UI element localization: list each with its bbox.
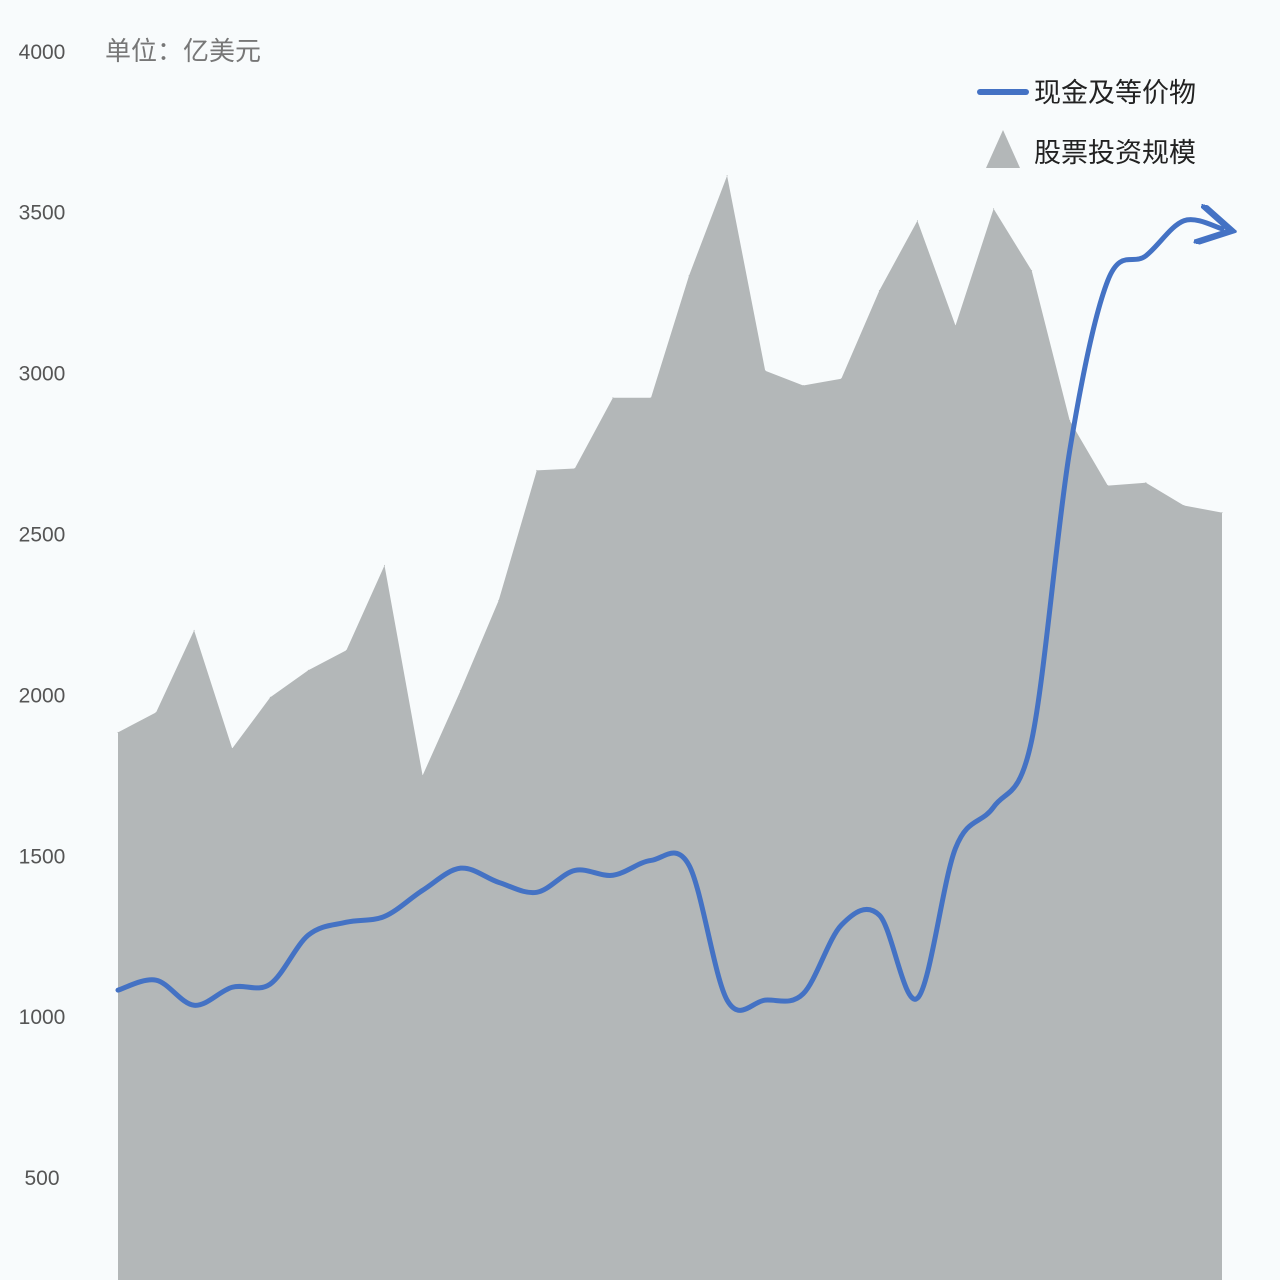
cash-point: [1145, 255, 1147, 257]
equity-point: [688, 275, 690, 277]
cash-point: [498, 881, 500, 883]
equity-point: [117, 731, 119, 733]
equity-point: [383, 564, 385, 566]
equity-area: [118, 175, 1222, 1280]
cash-point: [993, 806, 995, 808]
y-tick-label: 2000: [19, 684, 66, 707]
cash-point: [916, 997, 918, 999]
equity-point: [1221, 512, 1223, 514]
cash-point: [422, 889, 424, 891]
cash-point: [650, 859, 652, 861]
cash-point: [574, 869, 576, 871]
equity-point: [269, 696, 271, 698]
y-tick-label: 1500: [19, 845, 66, 868]
y-tick-label: 3500: [19, 202, 66, 225]
legend-label-equity: 股票投资规模: [1034, 138, 1196, 169]
equity-point: [878, 290, 880, 292]
equity-point: [574, 467, 576, 469]
cash-point: [1107, 280, 1109, 282]
cash-point: [193, 1004, 195, 1006]
legend-label-cash: 现金及等价物: [1034, 78, 1196, 109]
equity-point: [612, 397, 614, 399]
equity-point: [422, 774, 424, 776]
cash-point: [802, 993, 804, 995]
y-tick-label: 3000: [19, 363, 66, 386]
cash-point: [612, 874, 614, 876]
y-tick-label: 2500: [19, 524, 66, 547]
y-tick-label: 4000: [19, 41, 66, 64]
equity-point: [307, 669, 309, 671]
cash-point: [1031, 739, 1033, 741]
legend-area-swatch: [986, 130, 1020, 168]
equity-point: [650, 397, 652, 399]
equity-point: [536, 469, 538, 471]
equity-point: [1107, 485, 1109, 487]
cash-point: [955, 847, 957, 849]
equity-point: [764, 370, 766, 372]
cash-point: [345, 921, 347, 923]
equity-point: [345, 649, 347, 651]
cash-point: [155, 979, 157, 981]
cash-point: [536, 891, 538, 893]
cash-point: [1069, 449, 1071, 451]
y-tick-label: 500: [24, 1167, 59, 1190]
equity-point: [840, 378, 842, 380]
cash-point: [383, 915, 385, 917]
cash-point: [726, 999, 728, 1001]
y-tick-label: 1000: [19, 1006, 66, 1029]
cash-point: [1183, 220, 1185, 222]
equity-point: [460, 690, 462, 692]
cash-point: [460, 867, 462, 869]
cash-point: [1221, 228, 1223, 230]
cash-point: [764, 999, 766, 1001]
equity-point: [1069, 420, 1071, 422]
unit-label: 单位：亿美元: [105, 37, 261, 67]
equity-point: [155, 711, 157, 713]
equity-point: [993, 208, 995, 210]
equity-point: [1145, 482, 1147, 484]
cash-point: [117, 989, 119, 991]
cash-line: [115, 220, 1222, 1013]
cash-point: [878, 914, 880, 916]
equity-point: [193, 629, 195, 631]
cash-point: [307, 934, 309, 936]
legend: 现金及等价物 股票投资规模: [977, 78, 1196, 169]
equity-point: [916, 220, 918, 222]
equity-point: [1183, 505, 1185, 507]
cash-point: [231, 986, 233, 988]
equity-point: [231, 747, 233, 749]
cash-point: [840, 924, 842, 926]
equity-point: [726, 175, 728, 177]
equity-point: [1031, 270, 1033, 272]
cash-point: [688, 864, 690, 866]
equity-point: [498, 599, 500, 601]
cash-point: [269, 983, 271, 985]
equity-point: [955, 325, 957, 327]
equity-point: [802, 384, 804, 386]
